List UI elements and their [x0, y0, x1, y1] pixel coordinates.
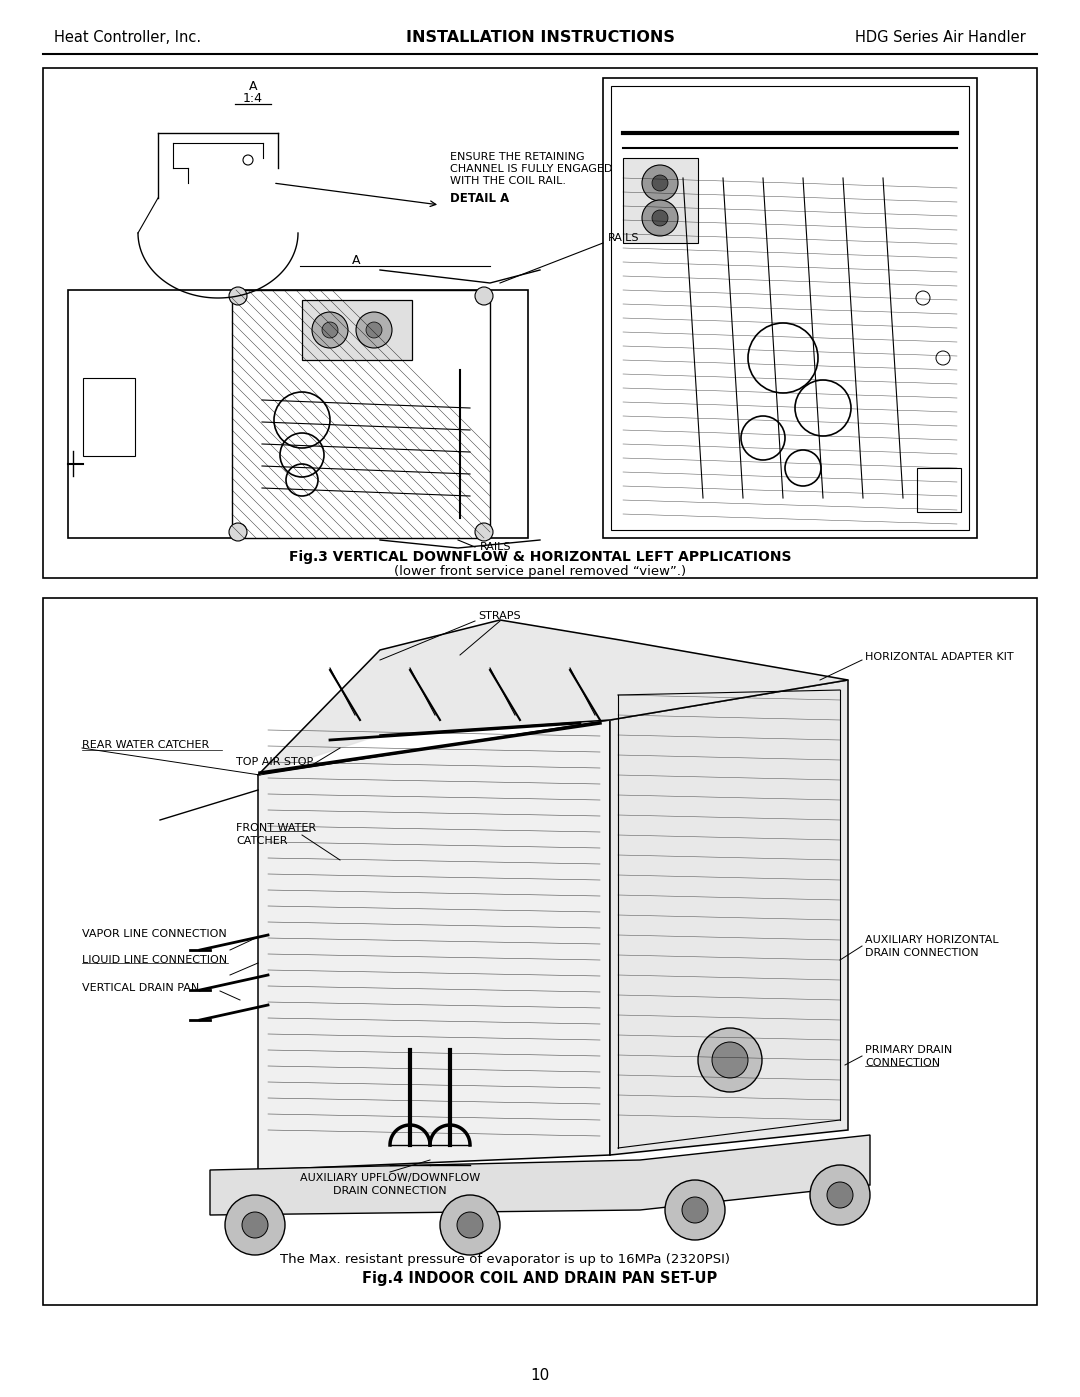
Bar — [611, 87, 969, 529]
Circle shape — [229, 286, 247, 305]
Circle shape — [366, 321, 382, 338]
Polygon shape — [258, 719, 610, 1171]
Circle shape — [652, 210, 669, 226]
Text: DRAIN CONNECTION: DRAIN CONNECTION — [334, 1186, 447, 1196]
Text: VAPOR LINE CONNECTION: VAPOR LINE CONNECTION — [82, 929, 227, 939]
Bar — [623, 158, 698, 243]
Circle shape — [665, 1180, 725, 1241]
Polygon shape — [210, 1134, 870, 1215]
Text: FRONT WATER: FRONT WATER — [237, 823, 316, 833]
Circle shape — [356, 312, 392, 348]
Circle shape — [457, 1213, 483, 1238]
Circle shape — [712, 1042, 748, 1078]
Bar — [603, 78, 977, 538]
Bar — [68, 291, 528, 538]
Text: A: A — [248, 80, 257, 92]
Bar — [83, 379, 135, 455]
Text: The Max. resistant pressure of evaporator is up to 16MPa (2320PSI): The Max. resistant pressure of evaporato… — [280, 1253, 730, 1267]
Circle shape — [810, 1165, 870, 1225]
Text: RAILS: RAILS — [480, 542, 512, 552]
Text: (lower front service panel removed “view”.): (lower front service panel removed “view… — [394, 564, 686, 577]
Polygon shape — [610, 680, 848, 1155]
Bar — [302, 300, 411, 360]
Text: DETAIL A: DETAIL A — [450, 191, 510, 204]
Text: HORIZONTAL ADAPTER KIT: HORIZONTAL ADAPTER KIT — [865, 652, 1014, 662]
Text: REAR WATER CATCHER: REAR WATER CATCHER — [82, 740, 210, 750]
Circle shape — [440, 1194, 500, 1255]
Text: CONNECTION: CONNECTION — [865, 1058, 940, 1067]
Text: AUXILIARY HORIZONTAL: AUXILIARY HORIZONTAL — [865, 935, 999, 944]
Text: A: A — [352, 253, 361, 267]
Circle shape — [642, 200, 678, 236]
Text: PRIMARY DRAIN: PRIMARY DRAIN — [865, 1045, 953, 1055]
Circle shape — [475, 286, 492, 305]
Text: CHANNEL IS FULLY ENGAGED: CHANNEL IS FULLY ENGAGED — [450, 163, 612, 175]
Text: 1:4: 1:4 — [243, 92, 264, 106]
Text: LIQUID LINE CONNECTION: LIQUID LINE CONNECTION — [82, 956, 227, 965]
Circle shape — [229, 522, 247, 541]
Circle shape — [225, 1194, 285, 1255]
Circle shape — [475, 522, 492, 541]
Text: ENSURE THE RETAINING: ENSURE THE RETAINING — [450, 152, 584, 162]
Circle shape — [652, 175, 669, 191]
Polygon shape — [258, 620, 848, 775]
Text: AUXILIARY UPFLOW/DOWNFLOW: AUXILIARY UPFLOW/DOWNFLOW — [300, 1173, 481, 1183]
Circle shape — [312, 312, 348, 348]
Text: CATCHER: CATCHER — [237, 835, 287, 847]
Circle shape — [642, 165, 678, 201]
Text: VERTICAL DRAIN PAN: VERTICAL DRAIN PAN — [82, 983, 199, 993]
Circle shape — [681, 1197, 708, 1222]
Text: Heat Controller, Inc.: Heat Controller, Inc. — [54, 31, 201, 46]
Bar — [43, 68, 1037, 578]
Text: TOP AIR STOP: TOP AIR STOP — [237, 757, 313, 767]
Text: Fig.3 VERTICAL DOWNFLOW & HORIZONTAL LEFT APPLICATIONS: Fig.3 VERTICAL DOWNFLOW & HORIZONTAL LEF… — [288, 550, 792, 564]
Text: DRAIN CONNECTION: DRAIN CONNECTION — [865, 949, 978, 958]
Bar — [232, 291, 490, 538]
Text: HDG Series Air Handler: HDG Series Air Handler — [855, 31, 1026, 46]
Circle shape — [242, 1213, 268, 1238]
Text: STRAPS: STRAPS — [478, 610, 522, 622]
Text: RAILS: RAILS — [608, 233, 639, 243]
Circle shape — [322, 321, 338, 338]
Text: WITH THE COIL RAIL.: WITH THE COIL RAIL. — [450, 176, 566, 186]
Bar — [917, 468, 961, 511]
Text: INSTALLATION INSTRUCTIONS: INSTALLATION INSTRUCTIONS — [406, 31, 674, 46]
Text: 10: 10 — [530, 1368, 550, 1383]
Bar — [43, 598, 1037, 1305]
Circle shape — [698, 1028, 762, 1092]
Circle shape — [827, 1182, 853, 1208]
Text: Fig.4 INDOOR COIL AND DRAIN PAN SET-UP: Fig.4 INDOOR COIL AND DRAIN PAN SET-UP — [363, 1271, 717, 1287]
